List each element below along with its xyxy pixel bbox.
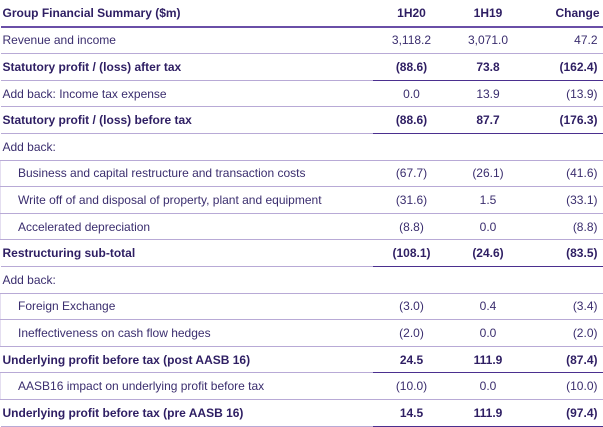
cell-1h20: (88.6)	[373, 107, 451, 134]
table-row: Write off of and disposal of property, p…	[1, 187, 603, 214]
cell-1h20: (67.7)	[373, 160, 451, 187]
cell-change: (10.0)	[526, 373, 603, 400]
cell-change: (176.3)	[526, 107, 603, 134]
cell-1h20	[373, 266, 451, 293]
cell-1h20	[373, 133, 451, 160]
row-label: Ineffectiveness on cash flow hedges	[1, 320, 373, 347]
table-row: AASB16 impact on underlying profit befor…	[1, 373, 603, 400]
row-label: Write off of and disposal of property, p…	[1, 187, 373, 214]
row-label: Business and capital restructure and tra…	[1, 160, 373, 187]
table-row: Add back:	[1, 266, 603, 293]
table-row: Statutory profit / (loss) after tax (88.…	[1, 54, 603, 81]
table-row: Revenue and income 3,118.2 3,071.0 47.2	[1, 27, 603, 54]
cell-1h20: (108.1)	[373, 240, 451, 267]
table-title: Group Financial Summary ($m)	[1, 0, 373, 27]
cell-1h20: 14.5	[373, 399, 451, 426]
row-label: Statutory profit / (loss) before tax	[1, 107, 373, 134]
row-label: Add back:	[1, 266, 373, 293]
cell-1h20: (88.6)	[373, 54, 451, 81]
cell-change: 47.2	[526, 27, 603, 54]
row-label: AASB16 impact on underlying profit befor…	[1, 373, 373, 400]
cell-change: (41.6)	[526, 160, 603, 187]
table-row: Ineffectiveness on cash flow hedges (2.0…	[1, 320, 603, 347]
table-row: Business and capital restructure and tra…	[1, 160, 603, 187]
table-row: Underlying profit before tax (pre AASB 1…	[1, 399, 603, 426]
cell-change: (162.4)	[526, 54, 603, 81]
cell-1h19: 111.9	[451, 346, 526, 373]
cell-1h19	[451, 266, 526, 293]
cell-change: (3.4)	[526, 293, 603, 320]
cell-1h19: (26.1)	[451, 160, 526, 187]
table-header-row: Group Financial Summary ($m) 1H20 1H19 C…	[1, 0, 603, 27]
cell-change: (2.0)	[526, 320, 603, 347]
row-label: Foreign Exchange	[1, 293, 373, 320]
cell-1h19: 73.8	[451, 54, 526, 81]
cell-1h20: 24.5	[373, 346, 451, 373]
cell-change: (8.8)	[526, 213, 603, 240]
row-label: Accelerated depreciation	[1, 213, 373, 240]
row-label: Statutory profit / (loss) after tax	[1, 54, 373, 81]
cell-change: (97.4)	[526, 399, 603, 426]
column-header-change: Change	[526, 0, 603, 27]
cell-1h19: 0.4	[451, 293, 526, 320]
cell-1h20: (2.0)	[373, 320, 451, 347]
row-label: Underlying profit before tax (pre AASB 1…	[1, 399, 373, 426]
cell-1h20: (31.6)	[373, 187, 451, 214]
cell-1h19: 13.9	[451, 80, 526, 107]
table-row: Accelerated depreciation (8.8) 0.0 (8.8)	[1, 213, 603, 240]
cell-1h20: (10.0)	[373, 373, 451, 400]
cell-1h20: (3.0)	[373, 293, 451, 320]
row-label: Add back: Income tax expense	[1, 80, 373, 107]
cell-1h20: 3,118.2	[373, 27, 451, 54]
row-label: Add back:	[1, 133, 373, 160]
cell-change: (13.9)	[526, 80, 603, 107]
table-row: Statutory profit / (loss) before tax (88…	[1, 107, 603, 134]
cell-1h19: 0.0	[451, 320, 526, 347]
row-label: Revenue and income	[1, 27, 373, 54]
cell-change: (83.5)	[526, 240, 603, 267]
cell-change: (33.1)	[526, 187, 603, 214]
table-row: Foreign Exchange (3.0) 0.4 (3.4)	[1, 293, 603, 320]
table-row: Add back: Income tax expense 0.0 13.9 (1…	[1, 80, 603, 107]
table-row: Add back:	[1, 133, 603, 160]
cell-1h19: 0.0	[451, 213, 526, 240]
cell-1h19: 3,071.0	[451, 27, 526, 54]
cell-change	[526, 133, 603, 160]
table-row: Underlying profit before tax (post AASB …	[1, 346, 603, 373]
cell-1h19: 0.0	[451, 373, 526, 400]
column-header-1h20: 1H20	[373, 0, 451, 27]
row-label: Restructuring sub-total	[1, 240, 373, 267]
table-row: Restructuring sub-total (108.1) (24.6) (…	[1, 240, 603, 267]
cell-1h19: 111.9	[451, 399, 526, 426]
cell-1h19: 1.5	[451, 187, 526, 214]
row-label: Underlying profit before tax (post AASB …	[1, 346, 373, 373]
cell-change: (87.4)	[526, 346, 603, 373]
cell-1h19: 87.7	[451, 107, 526, 134]
cell-1h20: 0.0	[373, 80, 451, 107]
cell-1h19	[451, 133, 526, 160]
cell-1h19: (24.6)	[451, 240, 526, 267]
cell-1h20: (8.8)	[373, 213, 451, 240]
column-header-1h19: 1H19	[451, 0, 526, 27]
cell-change	[526, 266, 603, 293]
